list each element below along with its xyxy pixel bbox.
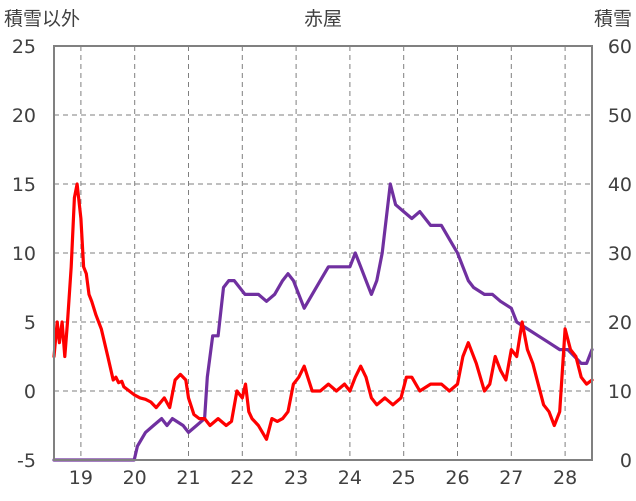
left-axis-ticks: 25 20 15 10 5 0 -5 xyxy=(12,36,36,472)
non-snow-series-line xyxy=(52,182,594,441)
right-axis-tick-label: 60 xyxy=(608,36,632,58)
right-axis-title: 積雪 xyxy=(594,8,632,30)
left-axis-tick-label: -5 xyxy=(17,450,36,472)
right-axis-tick-label: 40 xyxy=(608,174,632,196)
x-axis-tick-label: 26 xyxy=(445,467,469,489)
left-axis-tick-label: 15 xyxy=(12,174,36,196)
right-axis-tick-label: 0 xyxy=(620,450,632,472)
x-axis-tick-label: 23 xyxy=(284,467,308,489)
chart-title: 赤屋 xyxy=(304,8,342,30)
snow-depth-series-line xyxy=(52,182,594,462)
x-axis-tick-label: 20 xyxy=(123,467,147,489)
series-layer xyxy=(52,182,594,462)
left-axis-tick-label: 10 xyxy=(12,243,36,265)
gridlines xyxy=(54,46,592,460)
x-axis-tick-label: 24 xyxy=(338,467,362,489)
x-axis-tick-label: 25 xyxy=(392,467,416,489)
right-axis-tick-label: 10 xyxy=(608,381,632,403)
x-axis-tick-label: 27 xyxy=(499,467,523,489)
plot-frame xyxy=(53,45,593,461)
x-axis-tick-label: 19 xyxy=(69,467,93,489)
x-axis-tick-label: 28 xyxy=(553,467,577,489)
x-axis-tick-label: 21 xyxy=(176,467,200,489)
left-axis-tick-label: 20 xyxy=(12,105,36,127)
left-axis-tick-label: 25 xyxy=(12,36,36,58)
right-axis-tick-label: 20 xyxy=(608,312,632,334)
right-axis-tick-label: 50 xyxy=(608,105,632,127)
left-axis-tick-label: 0 xyxy=(24,381,36,403)
x-axis-ticks: 19 20 21 22 23 24 25 26 27 28 xyxy=(69,467,577,489)
left-axis-tick-label: 5 xyxy=(24,312,36,334)
left-axis-title: 積雪以外 xyxy=(4,8,80,30)
right-axis-tick-label: 30 xyxy=(608,243,632,265)
x-axis-tick-label: 22 xyxy=(230,467,254,489)
right-axis-ticks: 60 50 40 30 20 10 0 xyxy=(608,36,632,472)
